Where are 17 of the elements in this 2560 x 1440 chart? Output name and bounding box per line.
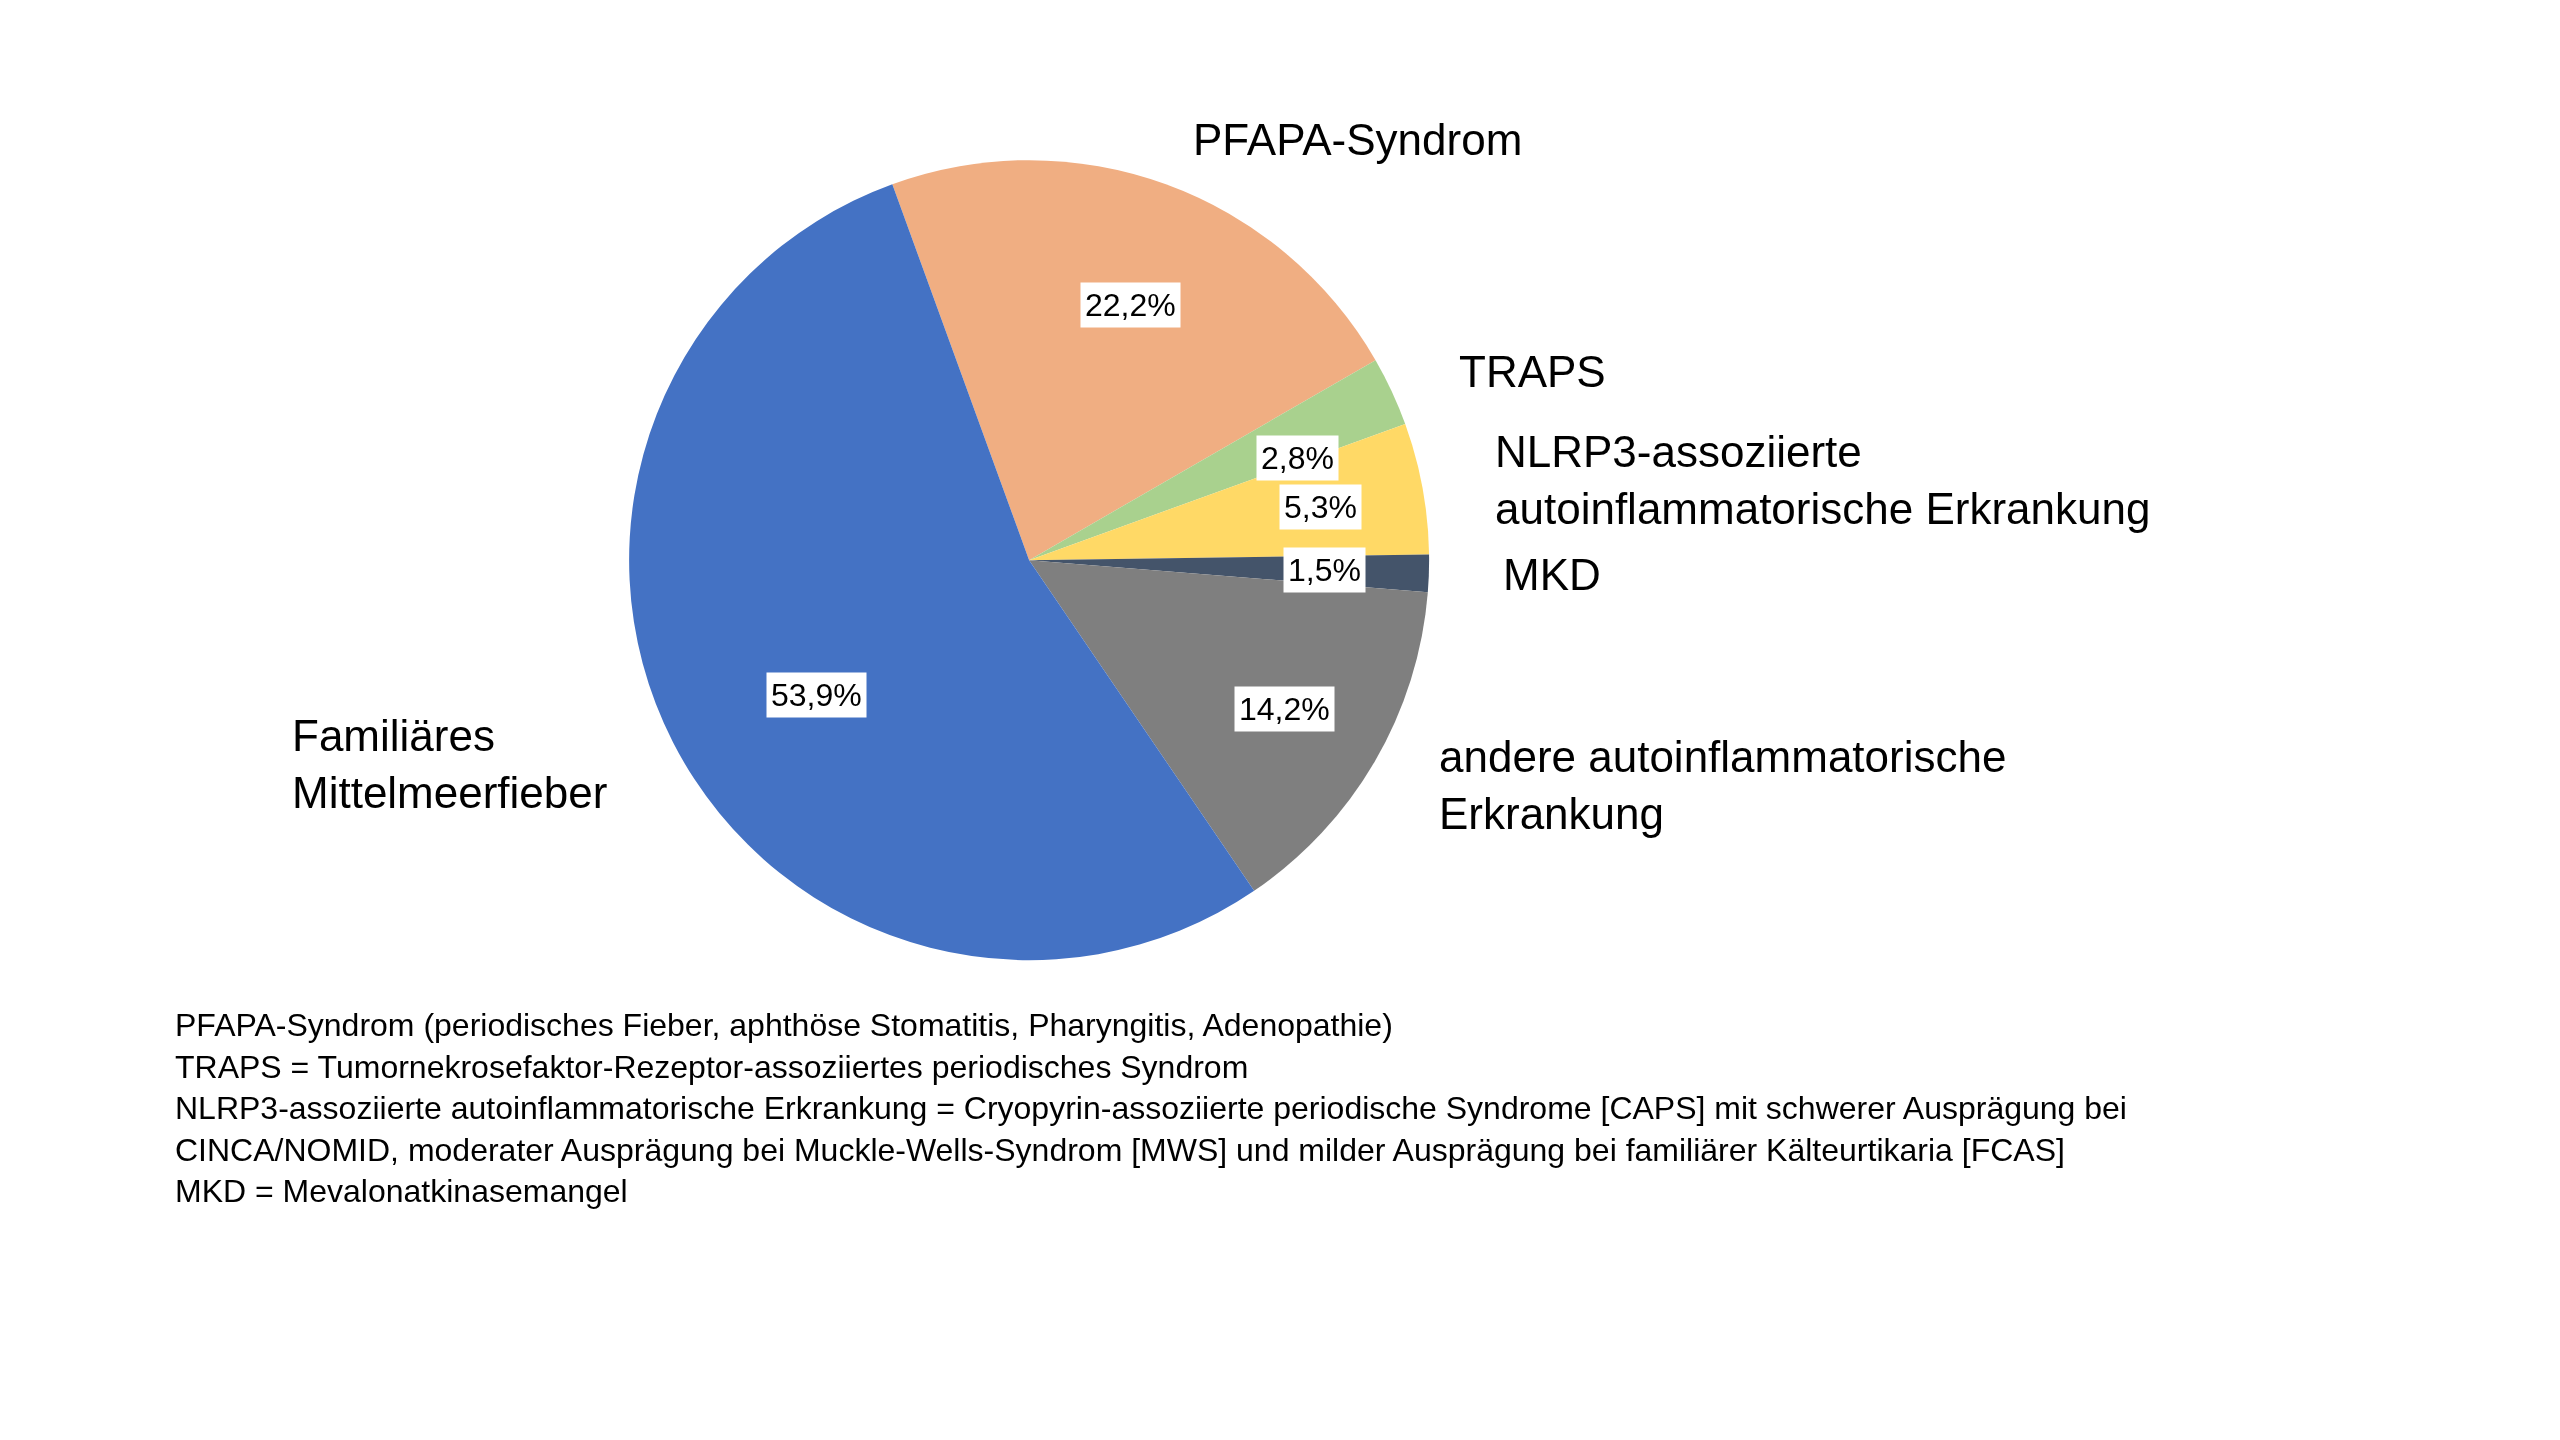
slice-label: Familiäres Mittelmeerfieber	[292, 711, 608, 818]
slice-label: PFAPA-Syndrom	[1193, 115, 1523, 164]
slice-label: NLRP3-assoziierte autoinflammatorische Erkrankung	[1495, 427, 2151, 534]
data-label: 14,2%	[1239, 691, 1330, 727]
text: NLRP3-assoziierte autoinflammatorische Erkrankung = Cryopyrin-assoziierte periodische Syndrome [CAPS] mit schwerer Ausprägung bei CINCA/NOMID, moderater Ausprägung bei Muckle-Wells-Syndrom [MWS] und milder Ausprägung bei familiärer Kälteurtikaria [FCAS]	[175, 1090, 2127, 1168]
slice-label: andere autoinflammatorische Erkrankung	[1439, 732, 2007, 839]
text: MKD = Mevalonatkinasemangel	[175, 1173, 628, 1210]
text: TRAPS = Tumornekrosefaktor-Rezeptor-assoziiertes periodisches Syndrom	[175, 1048, 1249, 1085]
data-label: 2,8%	[1261, 440, 1334, 476]
pie-slice	[1029, 560, 1428, 891]
data-label: 53,9%	[771, 677, 862, 713]
data-label: 22,2%	[1085, 287, 1176, 323]
text: PFAPA-Syndrom (periodisches Fieber, aphthöse Stomatitis, Pharyngitis, Adenopathie)	[175, 1007, 1393, 1043]
slice-label: TRAPS	[1459, 347, 1606, 396]
slice-label: MKD	[1503, 550, 1601, 599]
data-label: 5,3%	[1284, 489, 1357, 525]
data-label: 1,5%	[1288, 552, 1361, 588]
